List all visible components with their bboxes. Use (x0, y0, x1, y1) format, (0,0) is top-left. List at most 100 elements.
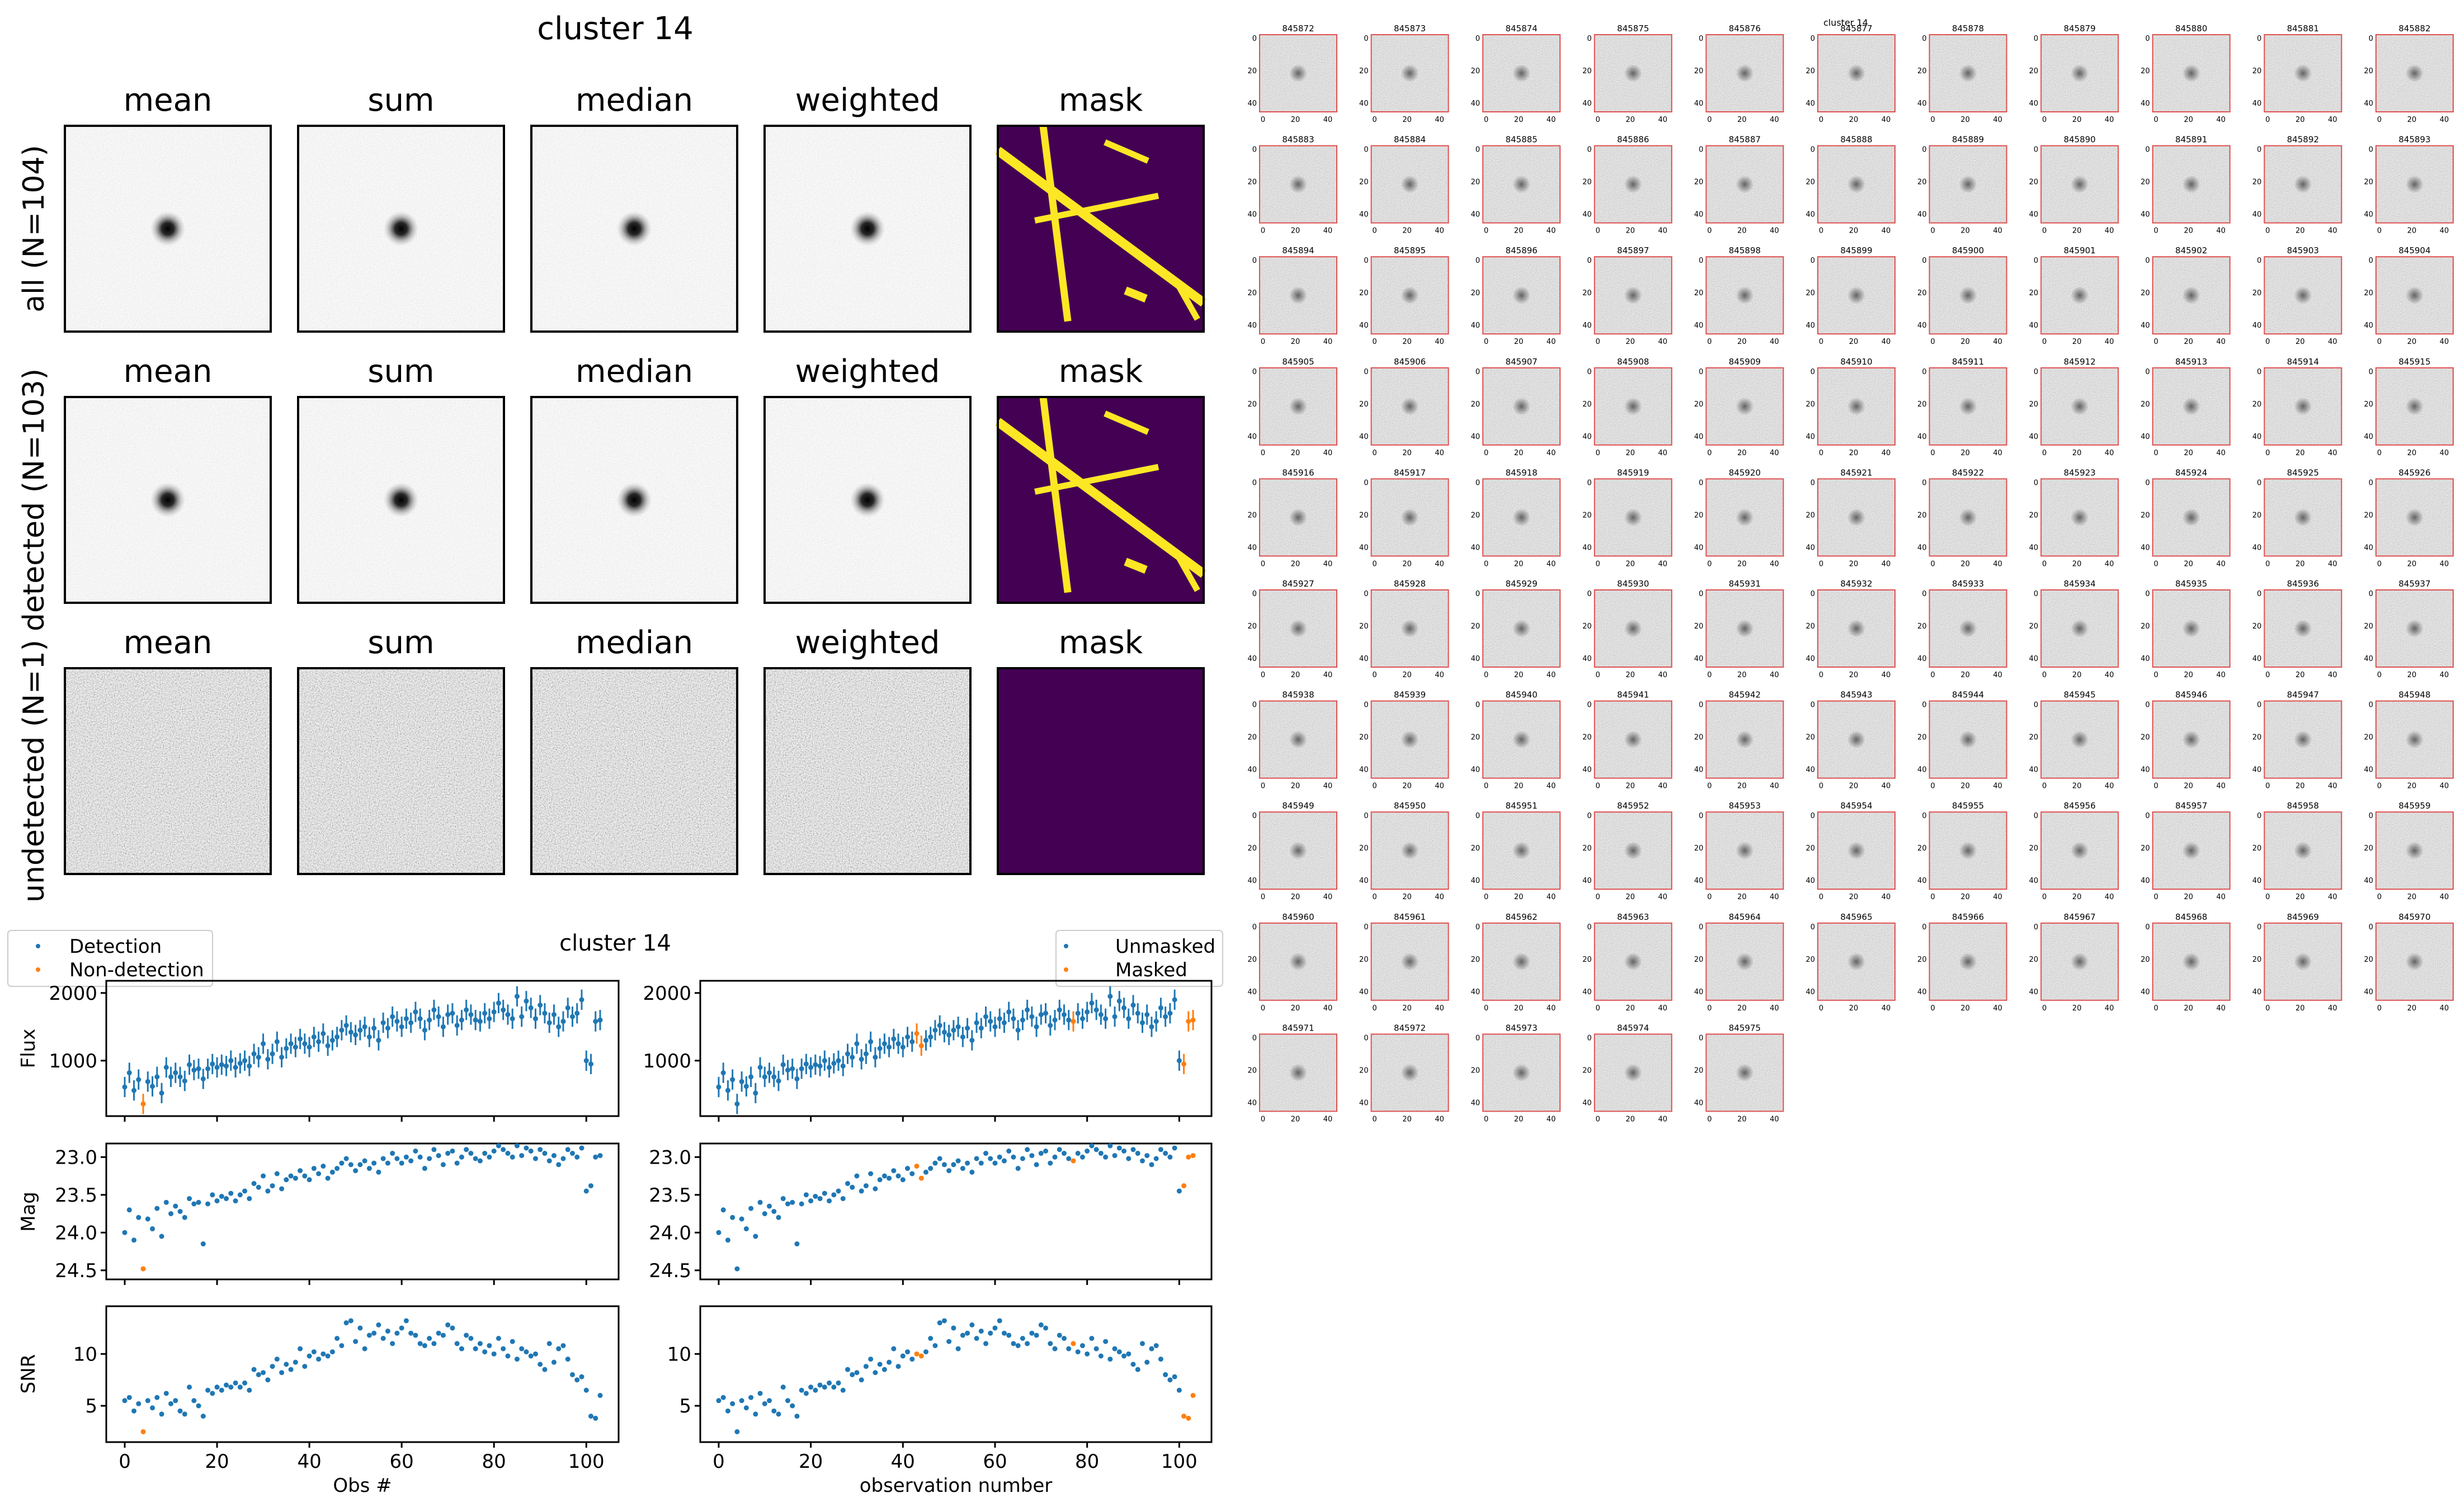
thumbnail-source (1289, 508, 1307, 527)
data-point-mag-left (307, 1177, 312, 1183)
thumbnail-xtick-label: 40 (2440, 893, 2449, 901)
thumbnail-id-label: 845949 (1282, 801, 1314, 811)
thumbnail-xtick-label: 0 (2377, 227, 2382, 235)
thumbnail-ytick-label: 20 (1805, 622, 1815, 631)
data-point-snr-left (593, 1415, 598, 1421)
data-point-mag-right (1190, 1153, 1196, 1159)
thumbnail-frame (1482, 478, 1561, 557)
data-point-mag-right (863, 1183, 869, 1189)
data-point-flux-right (794, 1076, 800, 1081)
thumbnail-xtick-label: 0 (1372, 338, 1376, 346)
thumbnail-xtick-label: 0 (2042, 1004, 2047, 1013)
data-point-flux-right (836, 1058, 841, 1064)
data-point-mag-left (191, 1201, 197, 1207)
data-point-mag-left (196, 1199, 201, 1205)
thumbnail-ytick-label: 20 (1247, 622, 1257, 631)
thumbnail-xtick-label: 0 (1930, 671, 1935, 679)
data-point-flux-left (242, 1058, 248, 1064)
thumbnail-ytick-label: 20 (1247, 956, 1257, 964)
data-point-flux-right (1172, 997, 1177, 1003)
thumbnail-xtick-label: 20 (1737, 782, 1747, 791)
thumbnail-frame (1593, 145, 1672, 224)
thumbnail-ytick-label: 40 (2141, 544, 2150, 552)
data-point-mag-left (150, 1226, 155, 1232)
data-point-flux-right (1130, 1003, 1136, 1008)
data-point-mag-right (1181, 1183, 1187, 1189)
thumbnail-frame (2040, 922, 2119, 1001)
thumbnail-xtick-label: 0 (1819, 782, 1823, 791)
stack-image-frame (763, 125, 972, 333)
data-point-mag-right (1093, 1147, 1099, 1152)
thumbnail-source (2071, 508, 2089, 527)
data-point-mag-right (1153, 1156, 1159, 1161)
data-point-flux-left (385, 1026, 390, 1031)
data-point-flux-right (887, 1045, 892, 1050)
thumbnail-ytick-label: 40 (1917, 322, 1927, 330)
data-point-mag-right (1020, 1156, 1025, 1161)
thumbnail-xtick-label: 20 (1291, 1115, 1300, 1123)
data-point-flux-right (1079, 1016, 1085, 1022)
thumbnail-source (1736, 508, 1754, 527)
thumbnail-ytick-label: 40 (1359, 1099, 1369, 1107)
ytick-label-mag-right: 23.0 (649, 1146, 691, 1169)
data-point-mag-left (168, 1211, 174, 1217)
thumbnail-xtick-label: 20 (1849, 560, 1859, 568)
thumbnail-xtick-label: 20 (1514, 671, 1524, 679)
thumbnail-ytick-label: 0 (2369, 479, 2373, 487)
thumbnail-ytick-label: 40 (2252, 211, 2262, 219)
thumbnail-xtick-label: 0 (1707, 1004, 1712, 1013)
data-point-snr-left (487, 1343, 492, 1348)
thumbnail-ytick-label: 20 (2252, 511, 2262, 519)
data-point-mag-right (739, 1216, 744, 1222)
data-point-flux-left (329, 1037, 335, 1043)
data-point-flux-left (403, 1016, 409, 1022)
thumbnail-ytick-label: 40 (1582, 433, 1592, 441)
thumbnail-id-label: 845884 (1394, 135, 1426, 145)
data-point-snr-right (840, 1387, 846, 1393)
thumbnail-source (1289, 286, 1307, 305)
data-point-mag-right (803, 1192, 809, 1198)
thumbnail-xtick-label: 20 (1402, 560, 1412, 568)
data-point-snr-right (725, 1408, 730, 1414)
thumbnail-xtick-label: 20 (2295, 338, 2305, 346)
data-point-flux-right (1186, 1019, 1191, 1024)
ytick-label-mag-right: 24.0 (649, 1222, 691, 1244)
thumbnail-source (1401, 508, 1419, 527)
ylabel-snr: SNR (17, 1354, 40, 1394)
thumbnail-source (1289, 620, 1307, 637)
thumbnail-xtick-label: 20 (2184, 560, 2194, 568)
thumbnail-ytick-label: 40 (2029, 766, 2039, 774)
data-point-snr-right (859, 1377, 864, 1383)
data-point-mag-left (399, 1160, 404, 1166)
thumbnail-xtick-label: 40 (1882, 560, 1891, 568)
thumbnail-id-label: 845893 (2398, 135, 2430, 145)
thumbnail-ytick-label: 0 (2034, 923, 2038, 932)
thumbnail-ytick-label: 0 (2146, 812, 2150, 820)
xtick-label-snr-right: 0 (713, 1450, 725, 1473)
thumbnail-xtick-label: 0 (1261, 227, 1265, 235)
data-point-flux-right (941, 1029, 947, 1035)
thumbnail-xtick-label: 40 (2328, 449, 2337, 457)
thumbnail-xtick-label: 40 (2217, 338, 2226, 346)
data-point-flux-left (307, 1045, 312, 1050)
xtick-label-snr-left: 40 (297, 1450, 321, 1473)
data-point-snr-right (1167, 1377, 1173, 1383)
data-point-snr-left (477, 1341, 483, 1346)
data-point-mag-right (827, 1198, 832, 1204)
thumbnail-xtick-label: 40 (1547, 1115, 1556, 1123)
data-point-mag-right (1001, 1158, 1007, 1164)
data-point-flux-right (1116, 998, 1122, 1004)
thumbnail-xtick-label: 40 (1658, 116, 1668, 124)
thumbnail-xtick-label: 40 (1435, 1004, 1444, 1013)
thumbnail-ytick-label: 40 (2141, 655, 2150, 663)
data-point-flux-left (233, 1065, 238, 1070)
data-point-mag-left (394, 1156, 400, 1161)
data-point-flux-right (1126, 1016, 1132, 1022)
thumbnail-ytick-label: 0 (1364, 701, 1368, 710)
data-point-snr-right (1079, 1343, 1085, 1348)
thumbnail-frame (2040, 589, 2119, 668)
thumbnail-ytick-label: 20 (1247, 1066, 1257, 1075)
column-title-weighted-all: weighted (795, 82, 940, 119)
thumbnail-ytick-label: 40 (2029, 433, 2039, 441)
thumbnail-id-label: 845875 (1617, 23, 1649, 34)
